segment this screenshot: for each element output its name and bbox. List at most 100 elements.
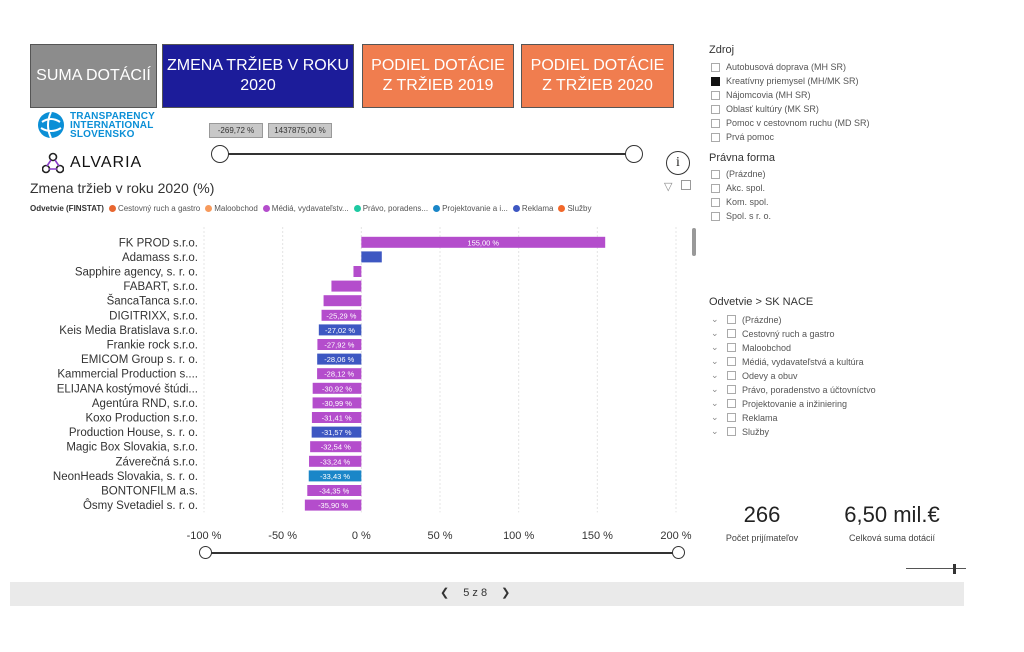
alvaria-text: ALVARIA [70, 154, 143, 171]
checkbox[interactable] [711, 169, 720, 179]
page-navigator: ❮ 5 z 8 ❯ [440, 586, 511, 600]
slicer-item-pravna-forma[interactable]: Spol. s r. o. [711, 211, 771, 221]
category-label: Adamass s.r.o. [122, 252, 198, 264]
bar [310, 441, 362, 453]
checkbox[interactable] [711, 211, 720, 221]
range-slider-track[interactable] [220, 153, 634, 155]
alvaria-mark-icon [42, 152, 64, 174]
category-label: Sapphire agency, s. r. o. [75, 267, 198, 279]
data-label: -25,29 % [326, 311, 356, 320]
ti-line-2: INTERNATIONAL [70, 119, 154, 131]
slicer-item-odvetvie[interactable]: ⌄ Maloobchod [711, 342, 792, 353]
zoom-slider[interactable] [906, 568, 966, 569]
ti-line-3: SLOVENSKO [70, 128, 135, 140]
axis-slider-handle-max[interactable] [672, 546, 685, 559]
bar [311, 426, 362, 438]
checkbox[interactable] [711, 104, 720, 114]
slicer-title-odvetvie: Odvetvie > SK NACE [709, 296, 814, 308]
checkbox[interactable] [727, 329, 736, 338]
chevron-down-icon[interactable]: ⌄ [711, 398, 719, 408]
previous-page-icon[interactable]: ❮ [440, 587, 450, 599]
checkbox[interactable] [711, 90, 720, 100]
category-label: Keis Media Bratislava s.r.o. [59, 325, 198, 337]
category-label: Frankie rock s.r.o. [107, 340, 198, 352]
nav-button-suma-dotacii[interactable]: SUMA DOTÁCIÍ [30, 44, 157, 108]
checkbox[interactable] [727, 399, 736, 408]
info-icon[interactable]: i [666, 151, 690, 175]
checkbox[interactable] [727, 385, 736, 394]
data-label: -32,54 % [321, 443, 351, 452]
chevron-down-icon[interactable]: ⌄ [711, 342, 719, 352]
checkbox[interactable] [711, 118, 720, 128]
legend-item[interactable]: Cestovný ruch a gastro [108, 204, 200, 213]
chevron-down-icon[interactable]: ⌄ [711, 328, 719, 338]
checkbox[interactable] [711, 197, 720, 207]
chevron-down-icon[interactable]: ⌄ [711, 314, 719, 324]
range-slider-handle-max[interactable] [625, 145, 643, 163]
checkbox[interactable] [727, 315, 736, 324]
category-label: ELIJANA kostýmové štúdi... [57, 383, 198, 395]
checkbox[interactable] [727, 413, 736, 422]
zoom-slider-handle[interactable] [953, 564, 956, 574]
nav-button-podiel-dotacie-2020[interactable]: PODIEL DOTÁCIE Z TRŽIEB 2020 [521, 44, 674, 108]
checkbox[interactable] [711, 183, 720, 193]
chevron-down-icon[interactable]: ⌄ [711, 384, 719, 394]
chevron-down-icon[interactable]: ⌄ [711, 426, 719, 436]
filter-icon[interactable]: ▽ [664, 181, 673, 193]
slicer-item-odvetvie[interactable]: ⌄ Projektovanie a inžiniering [711, 398, 848, 409]
axis-slider-track[interactable] [206, 552, 678, 554]
slicer-item-zdroj[interactable]: Kreatívny priemysel (MH/MK SR) [711, 76, 859, 86]
slicer-item-odvetvie[interactable]: ⌄ Právo, poradenstvo a účtovníctvo [711, 384, 876, 395]
checkbox[interactable] [727, 427, 736, 436]
legend-item[interactable]: Projektovanie a i... [433, 204, 508, 213]
slicer-item-pravna-forma[interactable]: (Prázdne) [711, 169, 766, 179]
bar [312, 397, 362, 409]
next-page-icon[interactable]: ❯ [501, 587, 511, 599]
category-label: DIGITRIXX, s.r.o. [109, 310, 198, 322]
ti-line-1: TRANSPARENCY [70, 110, 155, 122]
slicer-item-odvetvie[interactable]: ⌄ Médiá, vydavateľstvá a kultúra [711, 356, 864, 367]
chart-scrollbar[interactable] [692, 228, 696, 256]
category-label: EMICOM Group s. r. o. [81, 354, 198, 366]
globe-icon [38, 111, 64, 139]
range-slider-handle-min[interactable] [211, 145, 229, 163]
legend-item[interactable]: Maloobchod [205, 204, 258, 213]
chart-legend: Odvetvie (FINSTAT) Cestovný ruch a gastr… [30, 204, 591, 213]
slicer-item-odvetvie[interactable]: ⌄ Cestovný ruch a gastro [711, 328, 835, 339]
checkbox[interactable] [727, 343, 736, 352]
checkbox[interactable] [727, 371, 736, 380]
checkbox-checked[interactable] [711, 76, 720, 86]
checkbox[interactable] [727, 357, 736, 366]
slicer-item-odvetvie[interactable]: ⌄ (Prázdne) [711, 314, 782, 325]
checkbox[interactable] [711, 62, 720, 72]
slicer-item-odvetvie[interactable]: ⌄ Reklama [711, 412, 778, 423]
category-label: FABART, s.r.o. [123, 281, 198, 293]
x-tick-label: -100 % [187, 530, 222, 542]
slicer-item-zdroj[interactable]: Prvá pomoc [711, 132, 774, 142]
legend-item[interactable]: Právo, poradens... [353, 204, 428, 213]
legend-item[interactable]: Služby [558, 204, 591, 213]
focus-mode-icon[interactable] [681, 180, 691, 190]
nav-button-zmena-trzieb-2020[interactable]: ZMENA TRŽIEB V ROKU 2020 [162, 44, 354, 108]
chevron-down-icon[interactable]: ⌄ [711, 356, 719, 366]
slicer-item-odvetvie[interactable]: ⌄ Odevy a obuv [711, 370, 798, 381]
chevron-down-icon[interactable]: ⌄ [711, 412, 719, 422]
bar [361, 251, 382, 263]
chevron-down-icon[interactable]: ⌄ [711, 370, 719, 380]
x-tick-label: -50 % [268, 530, 297, 542]
slicer-item-pravna-forma[interactable]: Akc. spol. [711, 183, 765, 193]
nav-button-podiel-dotacie-2019[interactable]: PODIEL DOTÁCIE Z TRŽIEB 2019 [362, 44, 514, 108]
checkbox[interactable] [711, 132, 720, 142]
slicer-item-zdroj[interactable]: Nájomcovia (MH SR) [711, 90, 811, 100]
slicer-item-pravna-forma[interactable]: Kom. spol. [711, 197, 769, 207]
legend-item[interactable]: Médiá, vydavateľstv... [262, 204, 349, 213]
slicer-item-zdroj[interactable]: Autobusová doprava (MH SR) [711, 62, 846, 72]
data-label: -31,57 % [321, 428, 351, 437]
axis-slider-handle-min[interactable] [199, 546, 212, 559]
legend-item[interactable]: Reklama [512, 204, 553, 213]
slicer-item-zdroj[interactable]: Pomoc v cestovnom ruchu (MD SR) [711, 118, 870, 128]
slicer-item-odvetvie[interactable]: ⌄ Služby [711, 426, 770, 437]
category-label: Magic Box Slovakia, s.r.o. [66, 442, 198, 454]
data-label: -28,06 % [324, 355, 354, 364]
slicer-item-zdroj[interactable]: Oblasť kultúry (MK SR) [711, 104, 819, 114]
